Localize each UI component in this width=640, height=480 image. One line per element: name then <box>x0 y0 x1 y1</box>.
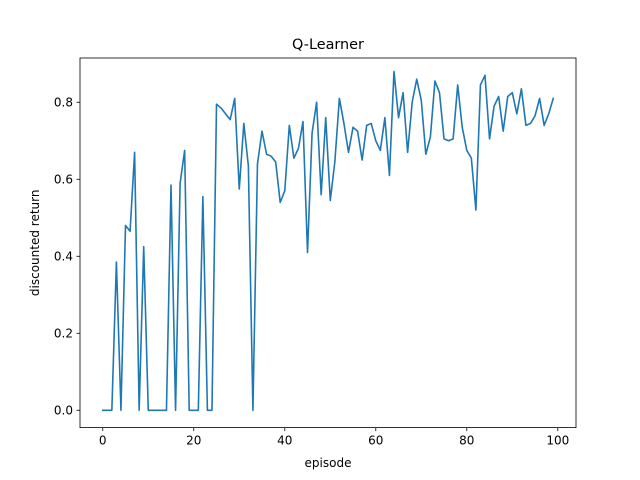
y-tick-label: 0.4 <box>54 249 73 263</box>
x-axis-label: episode <box>305 456 352 470</box>
y-tick-label: 0.6 <box>54 172 73 186</box>
y-tick-label: 0.0 <box>54 403 73 417</box>
plot-area <box>101 70 555 412</box>
y-tick-label: 0.8 <box>54 95 73 109</box>
series-line <box>101 70 555 412</box>
chart-title: Q-Learner <box>292 37 364 53</box>
x-tick-label: 20 <box>186 434 201 448</box>
plot-frame <box>79 57 577 429</box>
x-tick-label: 100 <box>546 434 569 448</box>
y-axis-label: discounted return <box>28 190 42 297</box>
axis-ticks: 0 20 40 60 80 100 0.0 0.2 0.4 0.6 0.8 <box>54 95 569 447</box>
x-tick-label: 60 <box>368 434 383 448</box>
y-tick-label: 0.2 <box>54 326 73 340</box>
x-tick-label: 40 <box>277 434 292 448</box>
x-tick-label: 80 <box>459 434 474 448</box>
x-tick-label: 0 <box>99 434 107 448</box>
